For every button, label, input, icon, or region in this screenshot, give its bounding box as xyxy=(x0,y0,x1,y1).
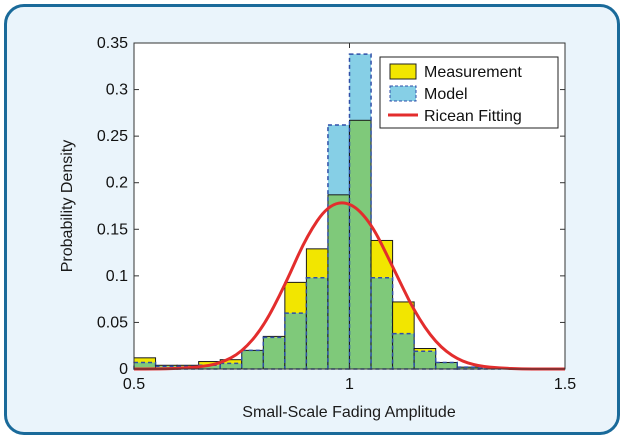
overlap-bar-8 xyxy=(306,277,328,369)
legend-label-measurement: Measurement xyxy=(424,64,522,81)
model-bar-excess-10 xyxy=(349,54,372,121)
y-tick-label: 0.2 xyxy=(106,175,128,192)
model-bar-excess-9 xyxy=(327,124,350,195)
model-bar-8 xyxy=(305,276,329,370)
overlap-bar-15 xyxy=(457,367,479,369)
y-tick-label: 0.15 xyxy=(97,221,128,238)
tick-labels: 0 0.05 0.1 0.15 0.2 0.25 0.3 0.35 0.5 1 1.5 xyxy=(97,35,576,393)
measurement-bar-excess-11 xyxy=(371,240,393,278)
y-tick-label: 0.05 xyxy=(97,314,128,331)
overlap-bar-11 xyxy=(371,277,393,369)
measurement-bar-excess-13 xyxy=(414,348,436,352)
y-tick-label: 0.3 xyxy=(106,82,128,99)
y-tick-label: 0.1 xyxy=(106,268,128,285)
overlap-bar-7 xyxy=(284,313,307,369)
model-bar-10 xyxy=(348,53,372,370)
overlap-bar-0 xyxy=(134,362,156,369)
y-tick-label: 0.25 xyxy=(97,128,128,145)
x-axis-label: Small-Scale Fading Amplitude xyxy=(242,404,456,421)
x-tick-label: 1 xyxy=(345,376,354,393)
measurement-bar-excess-3 xyxy=(198,361,221,366)
y-tick-label: 0 xyxy=(119,361,128,378)
y-axis-label: Probability Density xyxy=(59,140,76,273)
overlap-bar-3 xyxy=(198,365,221,369)
y-tick-label: 0.35 xyxy=(97,35,128,52)
measurement-bar-excess-7 xyxy=(284,282,307,314)
measurement-bar-excess-0 xyxy=(134,357,156,363)
x-tick-label: 0.5 xyxy=(123,376,145,393)
legend-swatch-model xyxy=(389,85,417,102)
overlap-bar-4 xyxy=(220,363,242,369)
overlap-bar-12 xyxy=(392,333,415,369)
measurement-bar-excess-12 xyxy=(392,301,415,334)
axes xyxy=(133,42,566,370)
overlap-bar-13 xyxy=(414,351,436,369)
model-bar-12 xyxy=(391,332,415,370)
legend-label-ricean: Ricean Fitting xyxy=(424,108,522,125)
legend: Measurement Model Ricean Fitting xyxy=(379,56,559,129)
measurement-bar-excess-8 xyxy=(306,248,328,278)
overlap-bar-14 xyxy=(435,362,458,369)
overlap-bar-6 xyxy=(263,337,285,369)
x-tick-label: 1.5 xyxy=(554,376,576,393)
measurement-bar-excess-4 xyxy=(220,359,242,364)
overlap-bar-5 xyxy=(241,350,264,369)
overlap-bar-10 xyxy=(349,120,372,370)
legend-label-model: Model xyxy=(424,86,468,103)
ricean-fitting-line xyxy=(133,201,565,371)
overlap-bar-9 xyxy=(327,194,350,369)
legend-swatch-measurement xyxy=(389,63,417,80)
model-bar-11 xyxy=(370,276,394,370)
